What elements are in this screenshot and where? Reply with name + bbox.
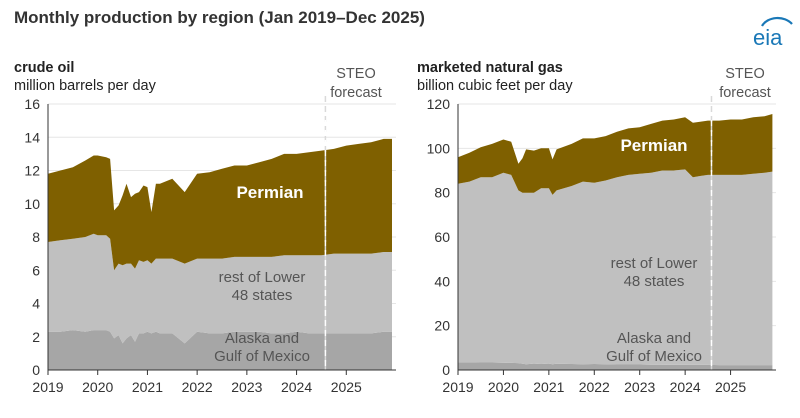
oil-y-tick-label: 8 <box>32 229 40 245</box>
gas-y-tick-label: 100 <box>427 140 451 156</box>
oil-panel-title: crude oil <box>14 60 75 76</box>
gas-forecast-label: STEO <box>725 66 764 82</box>
oil-y-tick-label: 16 <box>24 96 40 112</box>
gas-rest-lower48-area <box>458 169 773 366</box>
gas-y-tick-label: 40 <box>434 273 450 289</box>
oil-alaska-gom-label: Alaska and <box>225 330 299 347</box>
gas-rest-label: 48 states <box>624 273 685 290</box>
gas-x-tick-label: 2023 <box>624 379 655 395</box>
gas-y-tick-label: 20 <box>434 318 450 334</box>
gas-x-tick-label: 2022 <box>579 379 610 395</box>
oil-x-tick-label: 2025 <box>331 379 362 395</box>
gas-y-tick-label: 0 <box>442 362 450 378</box>
oil-alaska-gom-area <box>48 330 392 370</box>
oil-y-tick-label: 10 <box>24 196 40 212</box>
oil-y-tick-label: 4 <box>32 296 40 312</box>
eia-logo-icon: eia <box>753 16 793 50</box>
oil-y-tick-label: 6 <box>32 262 40 278</box>
gas-x-tick-label: 2024 <box>670 379 701 395</box>
gas-y-tick-label: 80 <box>434 185 450 201</box>
oil-x-tick-label: 2019 <box>32 379 63 395</box>
oil-x-tick-label: 2020 <box>82 379 113 395</box>
oil-x-tick-label: 2022 <box>182 379 213 395</box>
gas-alaska-gom-label: Alaska and <box>617 330 691 347</box>
oil-forecast-label: STEO <box>336 66 375 82</box>
oil-rest-lower48-area <box>48 233 392 344</box>
oil-permian-area <box>48 138 392 271</box>
gas-y-tick-label: 60 <box>434 229 450 245</box>
gas-x-tick-label: 2021 <box>533 379 564 395</box>
oil-y-tick-label: 12 <box>24 163 40 179</box>
oil-forecast-label: forecast <box>330 85 382 101</box>
oil-panel-unit: million barrels per day <box>14 78 156 94</box>
gas-permian-area <box>458 114 773 195</box>
logo-text: eia <box>753 25 783 50</box>
gas-panel-title: marketed natural gas <box>417 60 563 76</box>
gas-x-tick-label: 2025 <box>715 379 746 395</box>
oil-alaska-gom-label: Gulf of Mexico <box>214 348 310 365</box>
figure-title: Monthly production by region (Jan 2019–D… <box>14 8 425 27</box>
oil-y-tick-label: 2 <box>32 329 40 345</box>
oil-x-tick-label: 2021 <box>132 379 163 395</box>
gas-forecast-label: forecast <box>719 85 771 101</box>
oil-permian-label: Permian <box>236 183 303 202</box>
oil-x-tick-label: 2023 <box>231 379 262 395</box>
gas-alaska-gom-area <box>458 362 773 370</box>
oil-y-tick-label: 0 <box>32 362 40 378</box>
gas-x-tick-label: 2020 <box>488 379 519 395</box>
oil-rest-label: 48 states <box>232 287 293 304</box>
gas-permian-label: Permian <box>620 136 687 155</box>
gas-alaska-gom-label: Gulf of Mexico <box>606 348 702 365</box>
oil-rest-label: rest of Lower <box>219 269 306 286</box>
oil-x-tick-label: 2024 <box>281 379 312 395</box>
oil-y-tick-label: 14 <box>24 129 40 145</box>
gas-panel-unit: billion cubic feet per day <box>417 78 573 94</box>
logo-swoosh <box>761 16 793 27</box>
gas-x-tick-label: 2019 <box>442 379 473 395</box>
gas-rest-label: rest of Lower <box>611 255 698 272</box>
gas-y-tick-label: 120 <box>427 96 451 112</box>
